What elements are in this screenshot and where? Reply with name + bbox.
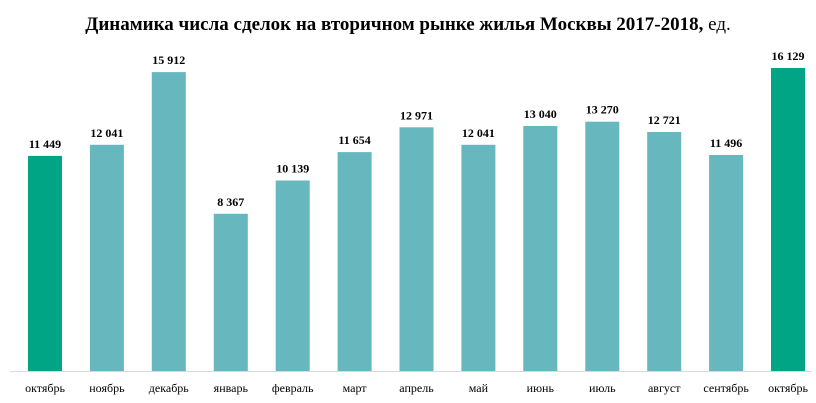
x-tick-label: август bbox=[648, 381, 681, 395]
x-tick-label: ноябрь bbox=[89, 381, 125, 395]
bar bbox=[213, 213, 248, 371]
bar bbox=[585, 121, 620, 371]
bar bbox=[399, 127, 434, 371]
bar bbox=[275, 180, 310, 371]
bar-value-label: 11 449 bbox=[29, 137, 61, 151]
bar bbox=[461, 144, 496, 371]
bar-value-label: 12 971 bbox=[400, 108, 433, 122]
bar bbox=[337, 152, 372, 371]
x-tick-label: май bbox=[469, 381, 489, 395]
x-tick-label: июль bbox=[589, 381, 616, 395]
bar bbox=[89, 144, 124, 371]
bar bbox=[523, 126, 558, 371]
bar-value-label: 12 041 bbox=[90, 126, 123, 140]
bar-value-label: 13 040 bbox=[524, 107, 557, 121]
bar bbox=[709, 155, 744, 371]
chart-title: Динамика числа сделок на вторичном рынке… bbox=[0, 14, 816, 36]
x-tick-label: февраль bbox=[272, 381, 314, 395]
x-tick-label: декабрь bbox=[149, 381, 190, 395]
x-tick-label: март bbox=[343, 381, 368, 395]
bar-value-label: 10 139 bbox=[276, 162, 309, 176]
bar-value-label: 11 654 bbox=[338, 133, 370, 147]
bar bbox=[28, 155, 62, 371]
bar-value-label: 8 367 bbox=[217, 195, 244, 209]
chart-title-text: Динамика числа сделок на вторичном рынке… bbox=[85, 14, 704, 35]
x-tick-label: январь bbox=[214, 381, 249, 395]
x-tick-label: сентябрь bbox=[703, 381, 749, 395]
bar-value-label: 12 721 bbox=[648, 113, 681, 127]
x-tick-label: октябрь bbox=[768, 381, 808, 395]
x-tick-label: октябрь bbox=[25, 381, 65, 395]
bar bbox=[647, 132, 682, 371]
x-tick-label: апрель bbox=[399, 381, 434, 395]
bar-value-label: 15 912 bbox=[152, 53, 185, 67]
bar-value-label: 13 270 bbox=[586, 103, 619, 117]
bar-value-label: 12 041 bbox=[462, 126, 495, 140]
bar-value-label: 16 129 bbox=[772, 49, 805, 63]
chart-title-unit: ед. bbox=[708, 14, 731, 35]
bar bbox=[771, 68, 805, 371]
x-tick-label: июнь bbox=[527, 381, 555, 395]
bar bbox=[151, 72, 186, 371]
bar-value-label: 11 496 bbox=[710, 136, 742, 150]
